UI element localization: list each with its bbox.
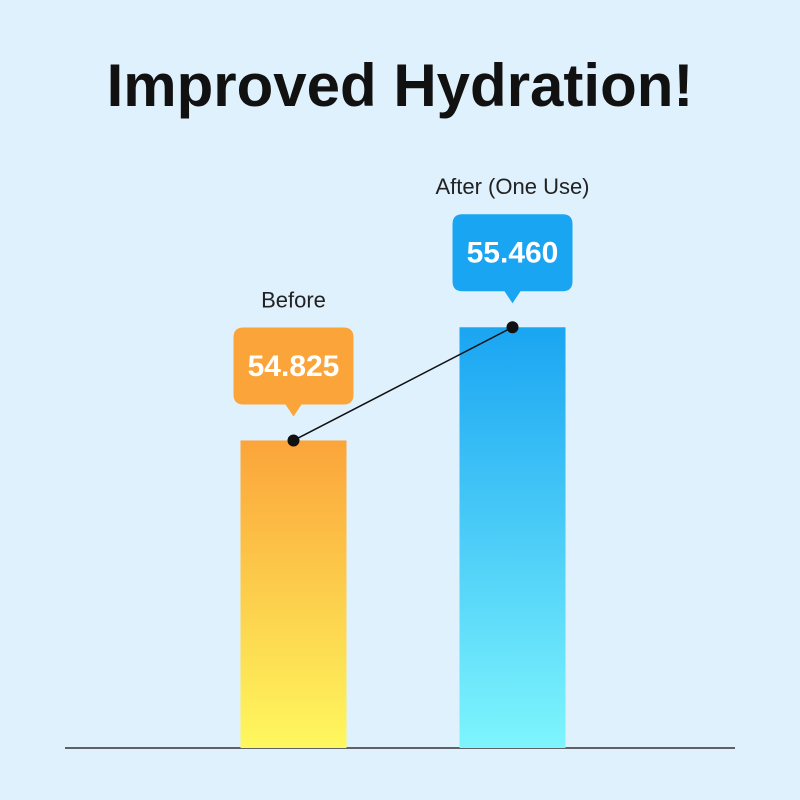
point	[506, 321, 519, 334]
chart-title: Improved Hydration!	[107, 52, 694, 119]
bar	[240, 440, 347, 748]
category-label: After (One Use)	[435, 174, 589, 199]
category-label: Before	[261, 287, 326, 312]
trend-line	[293, 326, 513, 442]
callout-bubble	[233, 327, 354, 417]
value-label: 54.825	[248, 350, 340, 383]
bar	[459, 327, 566, 748]
callout-bubble	[452, 214, 573, 304]
value-label: 55.460	[467, 237, 559, 270]
point	[287, 434, 300, 447]
